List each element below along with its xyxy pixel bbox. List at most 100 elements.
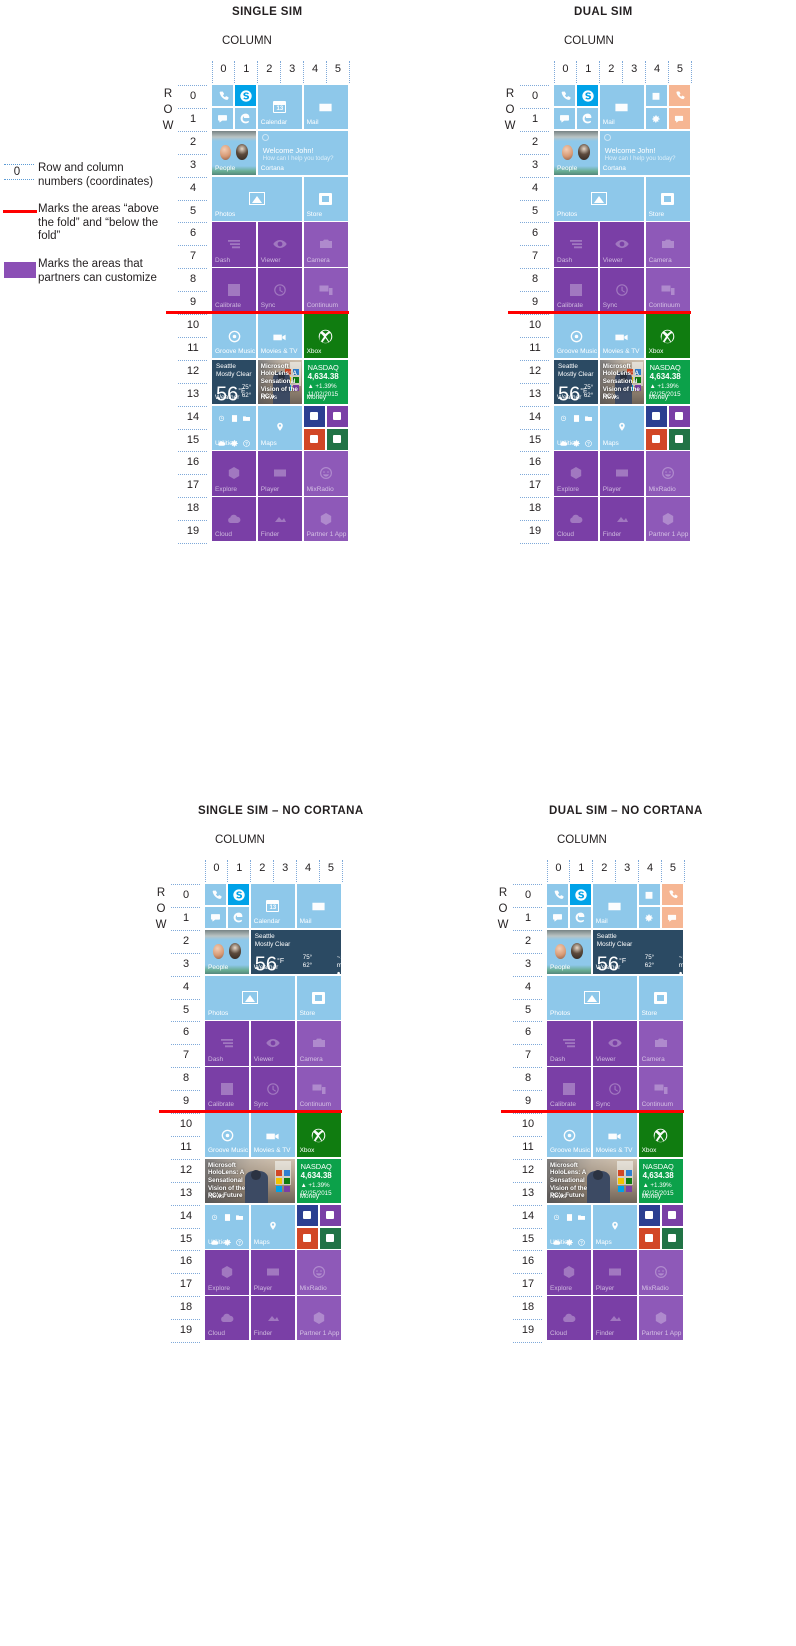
tile-movies-tv[interactable]: Movies & TV	[599, 314, 644, 359]
tile-dash[interactable]: Dash	[212, 222, 257, 267]
tile-mail[interactable]: Mail	[592, 884, 637, 929]
tile-continuum[interactable]: Continuum	[645, 268, 690, 313]
tile-viewer[interactable]: Viewer	[599, 222, 644, 267]
tile-movies-tv[interactable]: Movies & TV	[592, 1113, 637, 1158]
tile-explore[interactable]: Explore	[554, 451, 599, 496]
tile-office-onenote-2[interactable]	[326, 405, 348, 427]
tile-player[interactable]: Player	[599, 451, 644, 496]
tile-money[interactable]: NASDAQ 4,634.38 ▲ +1.39% 02/25/2015 Money	[645, 359, 690, 404]
tile-calendar[interactable]	[645, 85, 667, 107]
tile-cloud[interactable]: Cloud	[205, 1296, 250, 1341]
tile-office-onenote[interactable]	[303, 405, 325, 427]
tile-maps[interactable]: Maps	[257, 405, 302, 450]
tile-viewer[interactable]: Viewer	[257, 222, 302, 267]
tile-sync[interactable]: Sync	[257, 268, 302, 313]
tile-weather[interactable]: Seattle Mostly Clear 56°F 75° 62° Weather	[212, 359, 257, 404]
tile-explore[interactable]: Explore	[212, 451, 257, 496]
tile-money[interactable]: NASDAQ 4,634.38 ▲ +1.39% 02/25/2015 Money	[638, 1158, 683, 1203]
tile-dash[interactable]: Dash	[554, 222, 599, 267]
tile-settings[interactable]	[645, 107, 667, 130]
tile-sync[interactable]: Sync	[250, 1067, 295, 1112]
tile-money[interactable]: NASDAQ 4,634.38 ▲ +1.39% 11/02/2015 Money	[303, 359, 348, 404]
tile-player[interactable]: Player	[257, 451, 302, 496]
tile-photos[interactable]: Photos	[205, 975, 295, 1020]
tile-sim2-phone[interactable]	[668, 85, 690, 107]
tile-calibrate[interactable]: Calibrate	[205, 1067, 250, 1112]
tile-sim2-messaging[interactable]	[661, 906, 683, 929]
tile-office-onenote[interactable]	[296, 1204, 318, 1226]
tile-mixradio[interactable]: MixRadio	[638, 1250, 683, 1295]
tile-messaging[interactable]	[547, 906, 569, 929]
tile-phone[interactable]	[212, 85, 234, 107]
tile-explore[interactable]: Explore	[205, 1250, 250, 1295]
tile-player[interactable]: Player	[592, 1250, 637, 1295]
tile-sync[interactable]: Sync	[599, 268, 644, 313]
tile-people[interactable]: People	[547, 929, 592, 974]
tile-calibrate[interactable]: Calibrate	[554, 268, 599, 313]
tile-xbox[interactable]: Xbox	[645, 314, 690, 359]
tile-continuum[interactable]: Continuum	[303, 268, 348, 313]
tile-skype[interactable]	[569, 884, 592, 906]
tile-store[interactable]: Store	[638, 975, 683, 1020]
tile-explore[interactable]: Explore	[547, 1250, 592, 1295]
tile-camera[interactable]: Camera	[296, 1021, 341, 1066]
tile-edge[interactable]	[234, 107, 257, 130]
tile-mixradio[interactable]: MixRadio	[303, 451, 348, 496]
tile-messaging[interactable]	[554, 107, 576, 130]
tile-store[interactable]: Store	[296, 975, 341, 1020]
tile-office-excel[interactable]	[668, 428, 690, 450]
tile-skype[interactable]	[234, 85, 257, 107]
tile-maps[interactable]: Maps	[592, 1204, 637, 1249]
tile-continuum[interactable]: Continuum	[296, 1067, 341, 1112]
tile-phone[interactable]	[547, 884, 569, 906]
tile-utilities[interactable]: Utilities	[205, 1204, 250, 1249]
tile-skype[interactable]	[227, 884, 250, 906]
tile-skype[interactable]	[576, 85, 599, 107]
tile-finder[interactable]: Finder	[257, 497, 302, 542]
tile-office-excel[interactable]	[326, 428, 348, 450]
tile-people[interactable]: People	[554, 130, 599, 175]
tile-office-powerpoint[interactable]	[296, 1227, 318, 1249]
tile-dash[interactable]: Dash	[205, 1021, 250, 1066]
tile-office-excel[interactable]	[319, 1227, 341, 1249]
tile-settings[interactable]	[638, 906, 660, 929]
tile-phone[interactable]	[205, 884, 227, 906]
tile-calibrate[interactable]: Calibrate	[547, 1067, 592, 1112]
tile-news[interactable]: Microsoft HoloLens: A Sensational Vision…	[547, 1158, 637, 1203]
tile-xbox[interactable]: Xbox	[638, 1113, 683, 1158]
tile-news[interactable]: Microsoft HoloLens: A Sensational Vision…	[257, 359, 302, 404]
tile-weather[interactable]: Seattle Mostly Clear 56°F 75° 62° Weather	[554, 359, 599, 404]
tile-dash[interactable]: Dash	[547, 1021, 592, 1066]
tile-edge[interactable]	[576, 107, 599, 130]
tile-money[interactable]: NASDAQ 4,634.38 ▲ +1.39% 02/25/2015 Money	[296, 1158, 341, 1203]
tile-cortana[interactable]: Welcome John! How can I help you today? Co…	[599, 130, 690, 175]
tile-office-powerpoint[interactable]	[303, 428, 325, 450]
tile-calibrate[interactable]: Calibrate	[212, 268, 257, 313]
tile-edge[interactable]	[227, 906, 250, 929]
tile-people[interactable]: People	[205, 929, 250, 974]
tile-office-onenote[interactable]	[638, 1204, 660, 1226]
tile-store[interactable]: Store	[303, 176, 348, 221]
tile-sync[interactable]: Sync	[592, 1067, 637, 1112]
tile-phone[interactable]	[554, 85, 576, 107]
tile-store[interactable]: Store	[645, 176, 690, 221]
tile-photos[interactable]: Photos	[547, 975, 637, 1020]
tile-messaging[interactable]	[205, 906, 227, 929]
tile-cloud[interactable]: Cloud	[554, 497, 599, 542]
tile-groove-music[interactable]: Groove Music	[547, 1113, 592, 1158]
tile-messaging[interactable]	[212, 107, 234, 130]
tile-photos[interactable]: Photos	[212, 176, 302, 221]
tile-calendar[interactable]: 13 Calendar	[257, 85, 302, 130]
tile-partner-app[interactable]: Partner 1 App	[645, 497, 690, 542]
tile-xbox[interactable]: Xbox	[296, 1113, 341, 1158]
tile-cloud[interactable]: Cloud	[212, 497, 257, 542]
tile-groove-music[interactable]: Groove Music	[212, 314, 257, 359]
tile-finder[interactable]: Finder	[592, 1296, 637, 1341]
tile-movies-tv[interactable]: Movies & TV	[257, 314, 302, 359]
tile-continuum[interactable]: Continuum	[638, 1067, 683, 1112]
tile-maps[interactable]: Maps	[599, 405, 644, 450]
tile-groove-music[interactable]: Groove Music	[554, 314, 599, 359]
tile-movies-tv[interactable]: Movies & TV	[250, 1113, 295, 1158]
